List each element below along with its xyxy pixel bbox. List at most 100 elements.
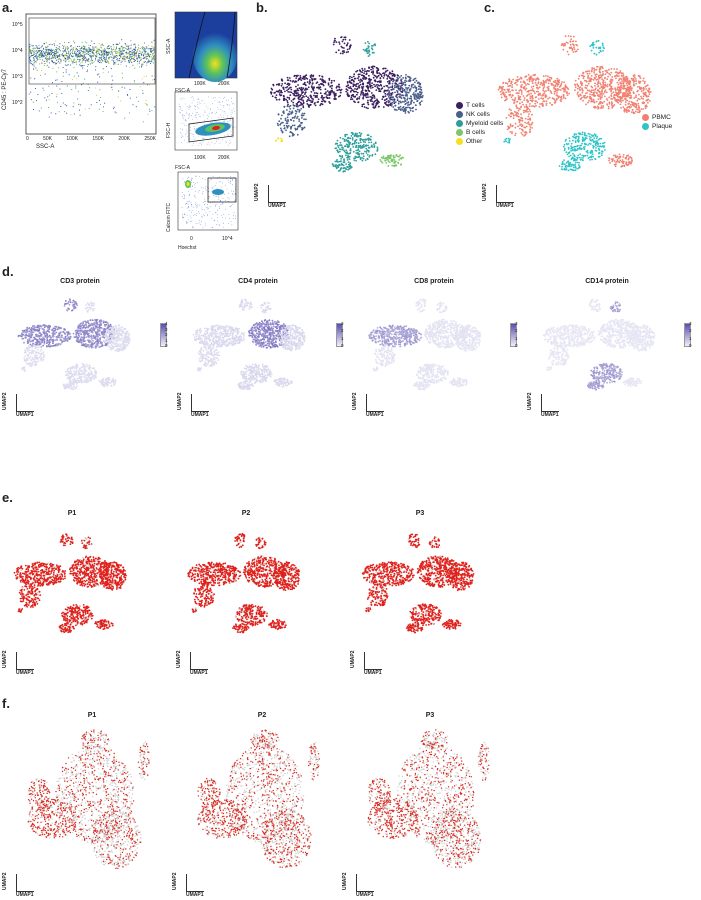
legend-label: T cells: [466, 102, 485, 109]
colorbar-tick: 3: [689, 321, 692, 326]
umap-axes-f2: UMAP1 UMAP2: [172, 872, 210, 898]
colorbar-tick: 1: [515, 336, 518, 341]
umap-x-label: UMAP1: [356, 892, 374, 898]
legend-item: Other: [456, 137, 503, 146]
colorbar-tick: 3: [341, 321, 344, 326]
d-title-3: CD8 protein: [394, 278, 474, 285]
umap-x-label: UMAP1: [16, 412, 34, 418]
colorbar-cd4: [336, 323, 343, 347]
tick: 150K: [92, 136, 104, 142]
umap-b: [269, 36, 424, 173]
colorbar-tick: 0: [341, 343, 344, 348]
e-title-1: P1: [32, 510, 112, 517]
tick: 10^3: [12, 74, 23, 80]
umap-e-p1: [13, 533, 127, 634]
panel-label-e: e.: [2, 490, 13, 505]
main-xlabel: SSC-A: [36, 144, 54, 150]
umap-y-label: UMAP2: [254, 183, 260, 201]
legend-dot: [456, 111, 463, 118]
legend-label: NK cells: [466, 111, 490, 118]
umap-axes-d4: UMAP1 UMAP2: [527, 392, 565, 418]
umap-c: [497, 35, 652, 172]
main-ylabel: CD45 : PE-Cy7: [2, 50, 8, 110]
s2-ylabel: FSC-H: [166, 123, 172, 138]
umap-d-cd3: [17, 298, 131, 391]
colorbar-tick: 3: [165, 327, 168, 332]
colorbar-tick: 2: [165, 332, 168, 337]
umap-x-label: UMAP1: [16, 670, 34, 676]
umap-y-label: UMAP2: [176, 650, 182, 668]
legend-item: PBMC: [642, 113, 672, 122]
umap-axes-e3: UMAP1 UMAP2: [350, 650, 388, 676]
flow-density-fsc-fsch: [174, 91, 238, 151]
s2-xlabel: FSC-A: [175, 165, 190, 171]
umap-axes-d3: UMAP1 UMAP2: [352, 392, 390, 418]
umap-y-label: UMAP2: [482, 183, 488, 201]
main-y-ticks: 10^5 10^4 10^3 10^2: [12, 22, 23, 106]
umap-x-label: UMAP1: [496, 203, 514, 209]
legend-label: B cells: [466, 129, 485, 136]
umap-y-label: UMAP2: [350, 650, 356, 668]
legend-dot: [456, 138, 463, 145]
tick: 200K: [118, 136, 130, 142]
umap-x-label: UMAP1: [186, 892, 204, 898]
umap-d-cd14: [542, 298, 656, 391]
colorbar-tick: 1: [341, 336, 344, 341]
umap-axes-b: UMAP1 UMAP2: [254, 183, 292, 209]
panel-label-c: c.: [484, 0, 495, 15]
legend-label: Other: [466, 138, 482, 145]
tick: 250K: [144, 136, 156, 142]
tick: 10^4: [12, 48, 23, 54]
colorbar-tick: 2: [341, 328, 344, 333]
umap-f-p1: [27, 729, 151, 870]
tick: 50K: [43, 136, 52, 142]
legend-item: B cells: [456, 128, 503, 137]
s1-xlabel: FSC-A: [175, 88, 190, 94]
umap-f-p3: [367, 729, 490, 869]
legend-dot: [642, 114, 649, 121]
legend-label: Plaque: [652, 123, 672, 130]
panel-label-a: a.: [2, 0, 13, 15]
s3-xlabel: Hoechst: [178, 245, 196, 251]
s3-ylabel: Calcein FITC: [166, 203, 172, 232]
umap-y-label: UMAP2: [177, 392, 183, 410]
d-title-1: CD3 protein: [40, 278, 120, 285]
umap-x-label: UMAP1: [191, 412, 209, 418]
flow-density-fsc-ssc: [174, 11, 238, 82]
legend-item: T cells: [456, 101, 503, 110]
colorbar-tick: 4: [165, 321, 168, 326]
colorbar-tick: 1: [689, 336, 692, 341]
umap-d-cd8: [368, 298, 482, 391]
colorbar-cd3: [160, 323, 167, 347]
d-title-4: CD14 protein: [567, 278, 647, 285]
colorbar-tick: 0: [515, 343, 518, 348]
umap-axes-f1: UMAP1 UMAP2: [2, 872, 40, 898]
s1-xtick-1: 100K: [194, 81, 206, 87]
umap-axes-f3: UMAP1 UMAP2: [342, 872, 380, 898]
umap-x-label: UMAP1: [541, 412, 559, 418]
legend-c: PBMC Plaque: [642, 113, 672, 131]
panel-label-f: f.: [2, 696, 10, 711]
f-title-3: P3: [390, 712, 470, 719]
legend-item: Myeloid cells: [456, 119, 503, 128]
umap-y-label: UMAP2: [2, 392, 8, 410]
umap-axes-e1: UMAP1 UMAP2: [2, 650, 40, 676]
colorbar-cd14: [684, 323, 691, 347]
umap-axes-d2: UMAP1 UMAP2: [177, 392, 215, 418]
flow-scatter-main: [25, 13, 157, 135]
umap-d-cd4: [192, 298, 306, 391]
legend-dot: [456, 129, 463, 136]
umap-axes-e2: UMAP1 UMAP2: [176, 650, 214, 676]
s1-xtick-2: 200K: [218, 81, 230, 87]
panel-label-d: d.: [2, 264, 14, 279]
umap-x-label: UMAP1: [366, 412, 384, 418]
umap-y-label: UMAP2: [2, 650, 8, 668]
flow-scatter-hoechst-calcein: [177, 171, 239, 231]
legend-dot: [456, 120, 463, 127]
tick: 10^2: [12, 100, 23, 106]
colorbar-tick: 2: [689, 328, 692, 333]
umap-e-p2: [187, 532, 301, 634]
s2-xtick-1: 200K: [218, 155, 230, 161]
legend-b: T cells NK cells Myeloid cells B cells O…: [456, 101, 503, 146]
d-title-2: CD4 protein: [218, 278, 298, 285]
